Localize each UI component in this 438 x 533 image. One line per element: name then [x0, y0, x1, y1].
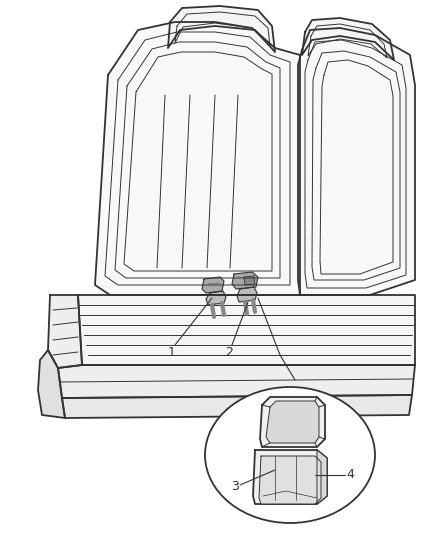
Polygon shape [244, 276, 255, 285]
Polygon shape [253, 450, 327, 504]
Polygon shape [237, 287, 257, 302]
Polygon shape [78, 295, 415, 365]
Polygon shape [202, 277, 224, 293]
Polygon shape [260, 397, 325, 447]
Polygon shape [38, 350, 65, 418]
Polygon shape [58, 365, 415, 398]
Text: 2: 2 [225, 345, 233, 359]
Polygon shape [317, 450, 327, 504]
Text: 4: 4 [346, 469, 354, 481]
Polygon shape [206, 291, 226, 305]
Polygon shape [168, 6, 275, 52]
Text: 3: 3 [231, 481, 239, 494]
Text: 1: 1 [168, 345, 176, 359]
Polygon shape [95, 22, 300, 295]
Polygon shape [232, 272, 258, 289]
Polygon shape [259, 456, 321, 504]
Polygon shape [62, 395, 412, 418]
Polygon shape [266, 401, 319, 443]
Ellipse shape [205, 387, 375, 523]
Polygon shape [302, 18, 394, 60]
Polygon shape [298, 28, 415, 295]
Polygon shape [48, 295, 82, 368]
